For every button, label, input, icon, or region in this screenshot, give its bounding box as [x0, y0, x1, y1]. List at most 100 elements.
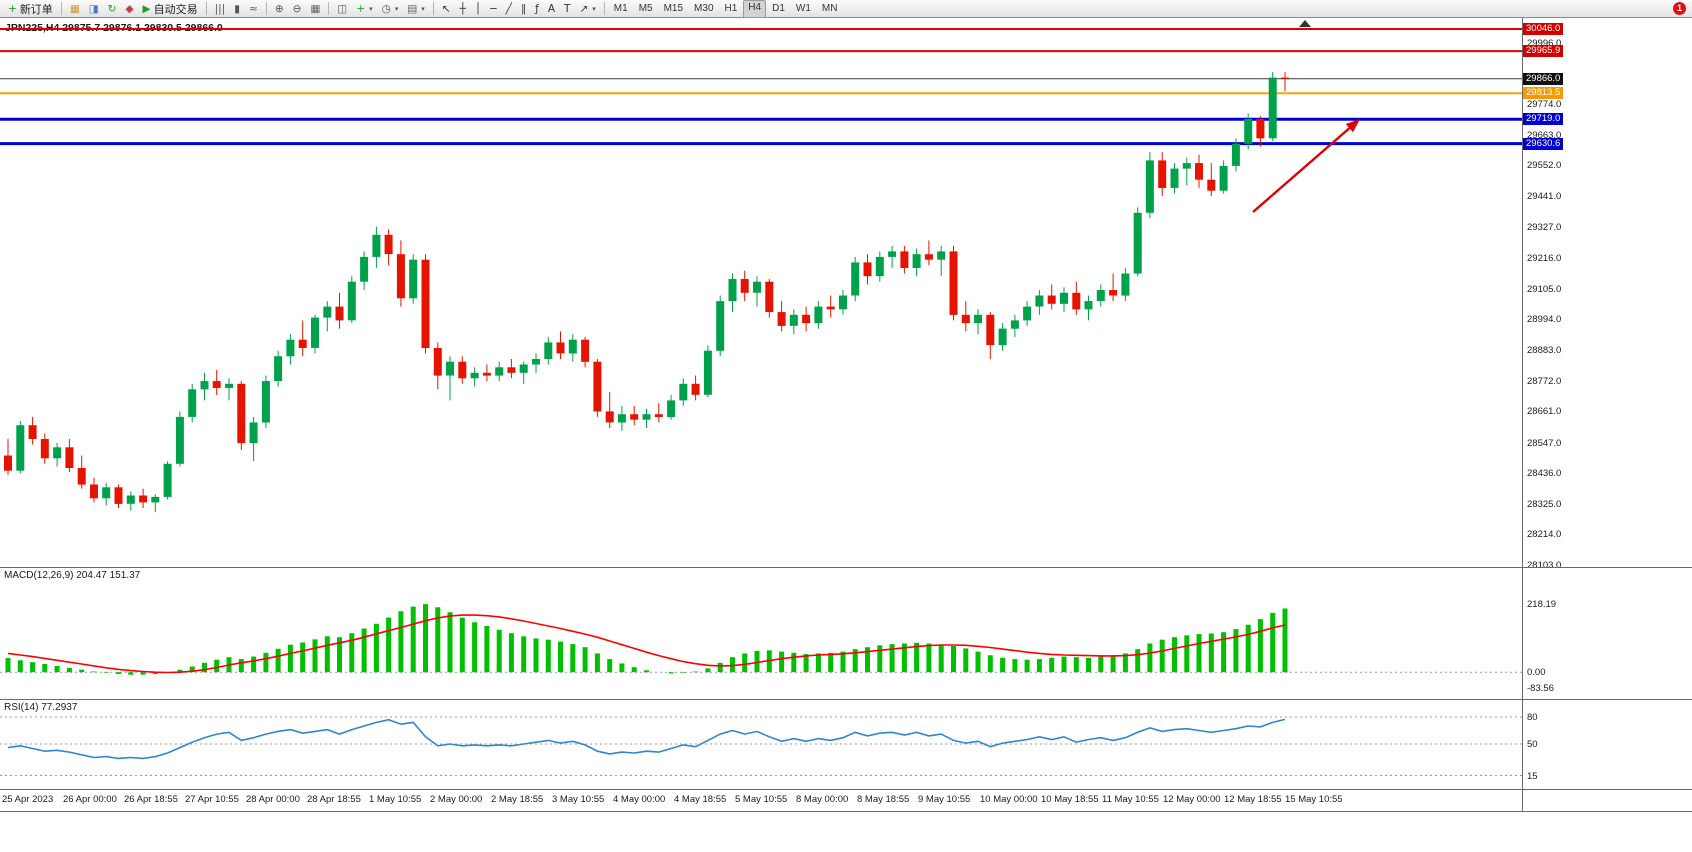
timeframe-d1-button[interactable]: D1 — [772, 2, 785, 14]
candle — [212, 370, 221, 395]
crosshair-icon: ┼ — [459, 2, 466, 15]
timeframe-m15-button[interactable]: M15 — [663, 2, 684, 14]
zoom-in-icon: ⊕ — [274, 2, 284, 15]
zoom-in-button[interactable]: ⊕ — [271, 1, 288, 17]
vertical-line-button[interactable]: │ — [471, 1, 485, 17]
templates-icon: ▤ — [407, 2, 418, 15]
indicators-button[interactable]: + ▾ — [352, 1, 376, 17]
candle — [151, 494, 160, 513]
panel-separator[interactable] — [0, 699, 1692, 700]
candle — [789, 309, 798, 335]
panel-separator — [0, 789, 1692, 790]
time-axis-label: 2 May 00:00 — [430, 794, 483, 805]
candle — [630, 405, 639, 426]
candle — [654, 403, 663, 423]
price-axis-label: 28103.0 — [1527, 560, 1562, 571]
main-chart-canvas[interactable] — [0, 18, 1522, 567]
timeframe-m1-button[interactable]: M1 — [613, 2, 628, 14]
cursor-icon: ↖ — [441, 2, 451, 15]
text-button[interactable]: A — [544, 1, 559, 17]
period-icon: ◷ — [381, 2, 391, 15]
timeframe-m5-button[interactable]: M5 — [638, 2, 653, 14]
price-axis-label: 29774.0 — [1527, 99, 1562, 110]
templates-button[interactable]: ▤ ▾ — [403, 1, 428, 17]
toolbar-separator — [603, 2, 605, 15]
new-order-button[interactable]: + 新订单 — [4, 1, 57, 17]
timeframe-mn-button[interactable]: MN — [821, 2, 838, 14]
crosshair-button[interactable]: ┼ — [456, 1, 470, 17]
candle — [986, 312, 995, 359]
autotrade-icon: ▶ — [142, 2, 151, 15]
candle — [261, 375, 270, 428]
notification-badge[interactable]: 1 — [1673, 2, 1686, 15]
grid-button[interactable]: ▦ — [306, 1, 324, 17]
candle — [495, 361, 504, 382]
candle — [679, 378, 688, 406]
line-chart-button[interactable]: ≈ — [245, 1, 262, 17]
new-chart-button[interactable]: ▦ — [66, 1, 84, 17]
period-button[interactable]: ◷ ▾ — [378, 1, 403, 17]
arrows-button[interactable]: ↗ ▾ — [575, 1, 599, 17]
cursor-button[interactable]: ↖ — [438, 1, 455, 17]
timeframe-w1-button[interactable]: W1 — [795, 2, 811, 14]
vertical-line-icon: │ — [474, 2, 482, 15]
candle — [77, 455, 86, 489]
candle — [851, 256, 860, 302]
candle — [765, 279, 774, 318]
timeframe-h4-button[interactable]: H4 — [743, 0, 767, 18]
profiles-button[interactable]: ◨ — [85, 1, 103, 17]
zoom-out-button[interactable]: ⊖ — [289, 1, 306, 17]
price-axis-label: 29996.0 — [1527, 38, 1562, 49]
toolbar: + 新订单 ▦ ◨ ↻ ◆ ▶ 自动交易 ||| ▮ ≈ ⊕ ⊖ ▦ ◫ + ▾ ◷ ▾ ▤ ▾ ↖ ┼ │ ─ ╱ ∥ ƒ A T ↗ ▾ … — [0, 0, 1692, 18]
candle — [421, 254, 430, 354]
channel-button[interactable]: ∥ — [517, 1, 530, 17]
candle — [691, 375, 700, 401]
candle — [888, 245, 897, 268]
rsi-canvas[interactable] — [0, 699, 1522, 789]
price-axis-label: 28994.0 — [1527, 314, 1562, 325]
horizontal-line-button[interactable]: ─ — [486, 1, 500, 17]
favorites-button[interactable]: ◆ — [121, 1, 137, 17]
candle — [396, 240, 405, 307]
autotrade-label: 自动交易 — [153, 3, 198, 16]
candle — [961, 301, 970, 332]
time-axis-label: 26 Apr 18:55 — [124, 794, 178, 805]
time-axis-label: 12 May 18:55 — [1224, 794, 1282, 805]
candle — [532, 353, 540, 373]
trendline-button[interactable]: ╱ — [502, 1, 516, 17]
candle — [1109, 273, 1118, 302]
candle — [1256, 116, 1265, 147]
panel-separator[interactable] — [0, 567, 1692, 568]
timeframe-m30-button[interactable]: M30 — [694, 2, 714, 14]
trend-arrow[interactable] — [1252, 119, 1360, 213]
bar-chart-button[interactable]: ||| — [211, 1, 230, 17]
price-axis-label: 28883.0 — [1527, 345, 1562, 356]
candle — [777, 301, 786, 332]
price-axis-label: 29105.0 — [1527, 284, 1562, 295]
tile-windows-button[interactable]: ◫ — [333, 1, 351, 17]
candle — [1195, 154, 1203, 188]
timeframe-h1-button[interactable]: H1 — [724, 2, 738, 14]
candle-chart-button[interactable]: ▮ — [230, 1, 244, 17]
price-axis-label: 28772.0 — [1527, 376, 1562, 387]
refresh-button[interactable]: ↻ — [104, 1, 121, 17]
dropdown-caret-icon: ▾ — [394, 5, 399, 13]
candle — [1047, 284, 1056, 310]
text-label-button[interactable]: T — [560, 1, 574, 17]
autotrade-button[interactable]: ▶ 自动交易 — [139, 1, 202, 17]
price-axis-label: 28325.0 — [1527, 499, 1562, 510]
candle — [360, 251, 369, 290]
fibonacci-button[interactable]: ƒ — [531, 1, 543, 17]
candle — [814, 301, 823, 329]
tile-windows-icon: ◫ — [337, 2, 348, 15]
chart-shift-marker[interactable] — [1299, 20, 1311, 27]
refresh-icon: ↻ — [107, 2, 117, 15]
candle — [384, 229, 393, 266]
price-line-label: 29866.0 — [1523, 73, 1564, 85]
candle — [716, 295, 725, 357]
candle — [90, 477, 98, 503]
new-order-icon: + — [8, 2, 17, 15]
candle — [998, 323, 1007, 351]
macd-canvas[interactable] — [0, 567, 1522, 699]
text-label-icon: T — [564, 2, 571, 15]
